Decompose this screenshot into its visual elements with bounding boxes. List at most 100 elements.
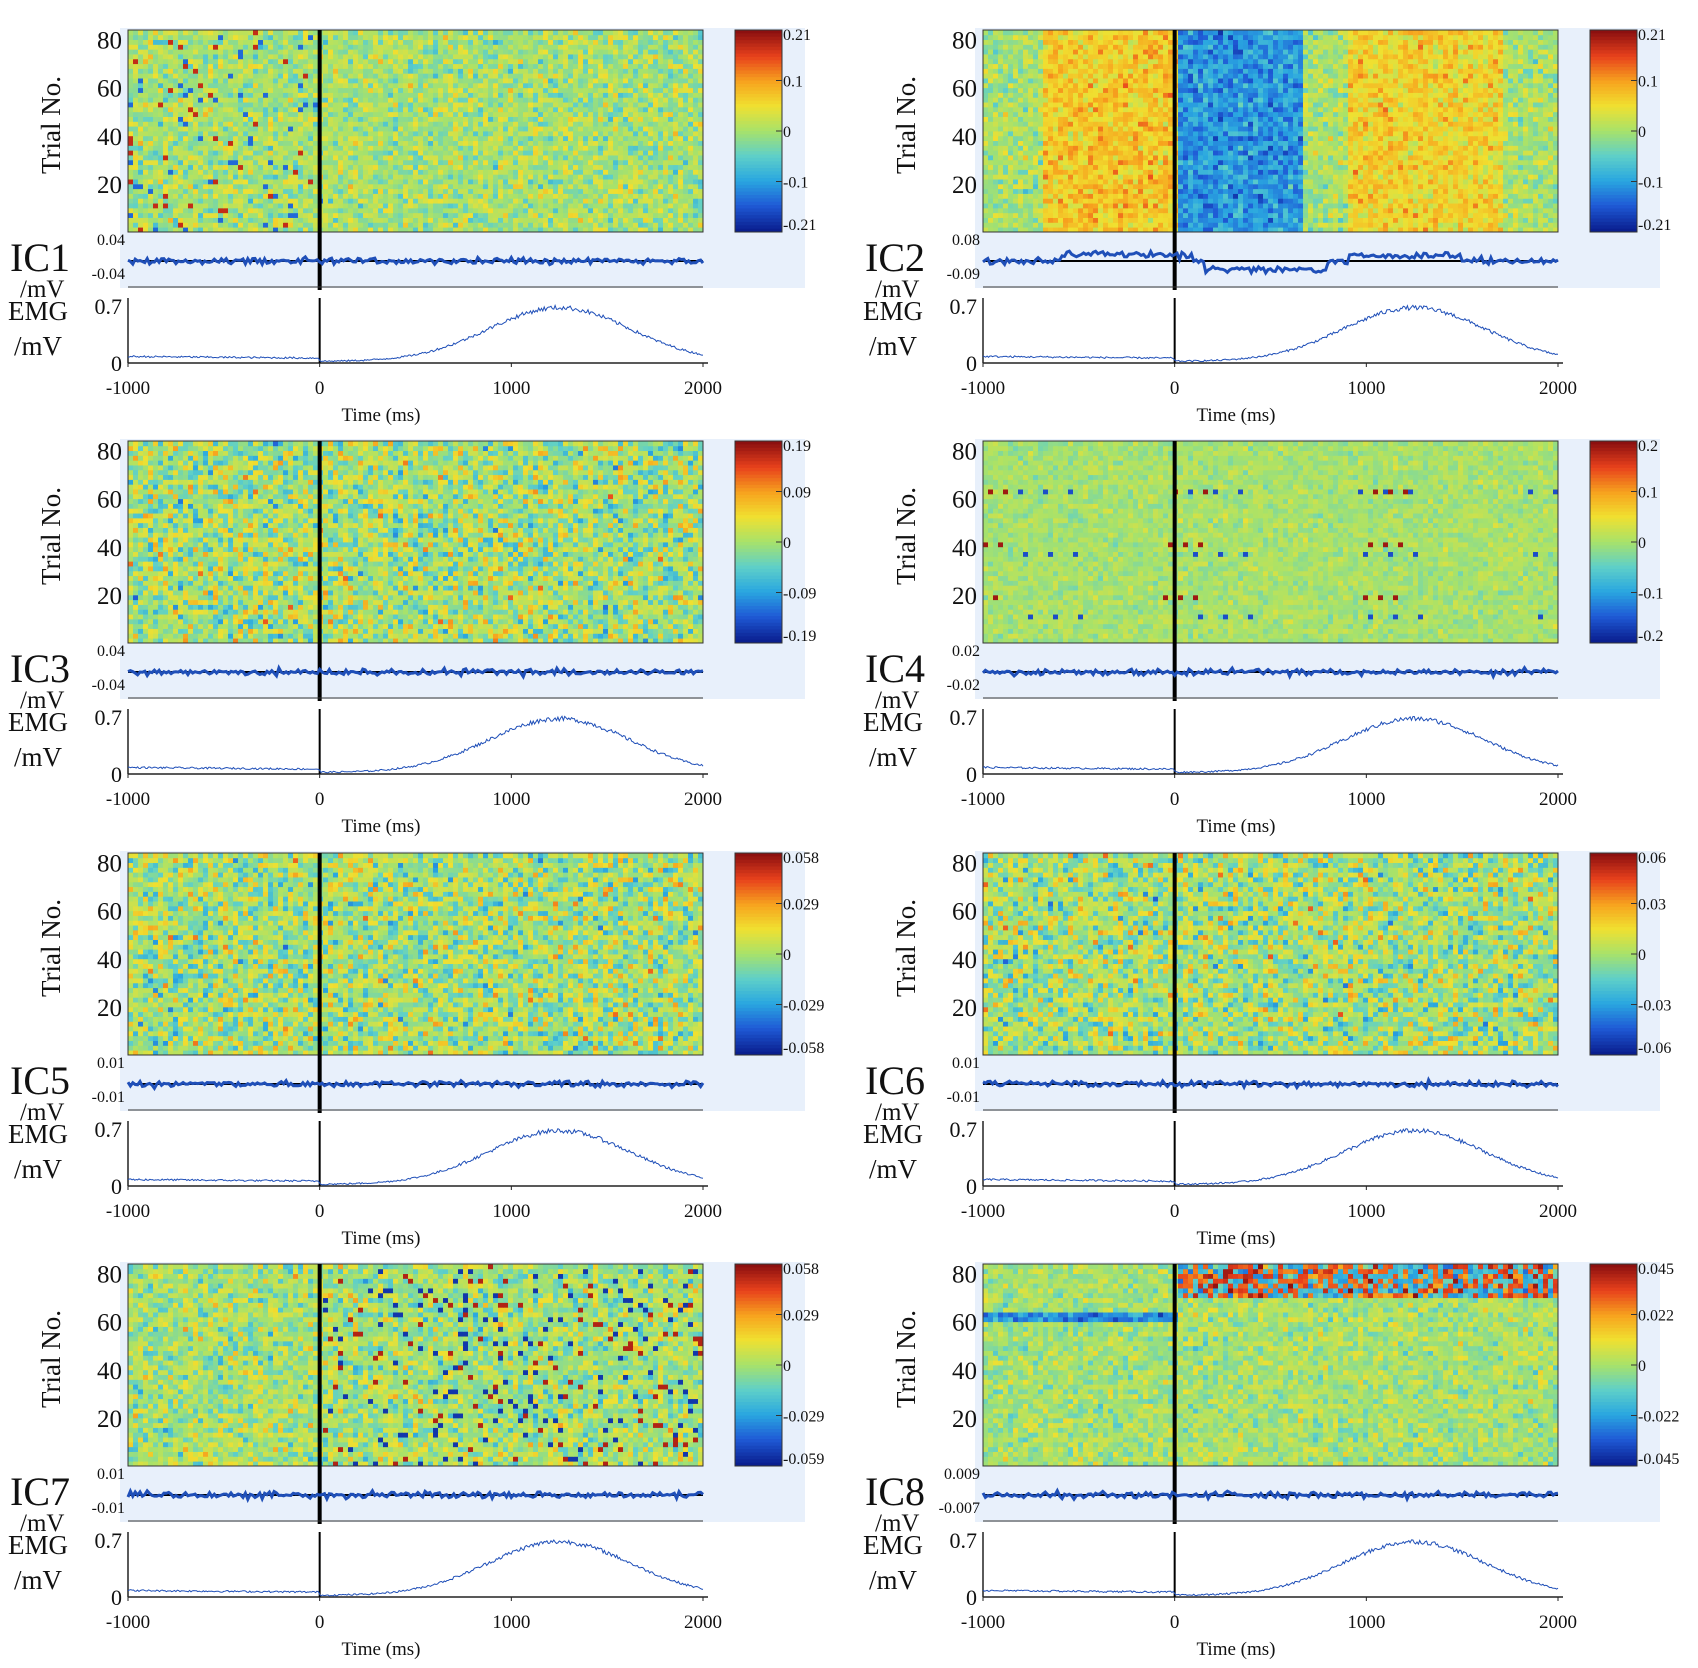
heatmap-cell: [303, 213, 308, 218]
heatmap-cell: [428, 198, 433, 203]
heatmap-cell: [693, 218, 698, 223]
heatmap-cell: [203, 208, 208, 213]
heatmap-cell: [493, 218, 498, 223]
heatmap-cell: [143, 208, 148, 213]
heatmap-cell: [258, 198, 263, 203]
heatmap-cell: [658, 222, 663, 227]
heatmap-cell: [403, 203, 408, 208]
heatmap-cell: [628, 208, 633, 213]
heatmap-cell: [208, 203, 213, 208]
heatmap-cell: [348, 222, 353, 227]
heatmap-cell: [143, 222, 148, 227]
heatmap-cell: [478, 198, 483, 203]
heatmap-cell: [268, 198, 273, 203]
heatmap-cell: [588, 198, 593, 203]
heatmap-cell: [438, 198, 443, 203]
heatmap-cell: [248, 194, 253, 199]
heatmap-cell: [613, 203, 618, 208]
heatmap-cell: [628, 213, 633, 218]
heatmap-cell: [153, 198, 158, 203]
heatmap-cell: [198, 194, 203, 199]
heatmap-cell: [568, 203, 573, 208]
heatmap-cell: [178, 198, 183, 203]
heatmap-cell: [408, 213, 413, 218]
heatmap-cell: [268, 208, 273, 213]
heatmap-cell: [578, 198, 583, 203]
heatmap-cell: [513, 213, 518, 218]
heatmap-cell: [393, 213, 398, 218]
heatmap-cell: [323, 222, 328, 227]
heatmap-cell: [593, 203, 598, 208]
heatmap-cell: [233, 218, 238, 223]
heatmap-cell: [358, 198, 363, 203]
heatmap-cell: [428, 218, 433, 223]
heatmap-cell: [368, 194, 373, 199]
heatmap-cell: [343, 208, 348, 213]
heatmap-cell: [303, 198, 308, 203]
heatmap-cell: [653, 213, 658, 218]
heatmap-cell: [188, 222, 193, 227]
heatmap-cell: [438, 208, 443, 213]
heatmap-cell: [248, 213, 253, 218]
heatmap-cell: [438, 203, 443, 208]
heatmap-cell: [588, 208, 593, 213]
heatmap-cell: [383, 194, 388, 199]
heatmap-cell: [308, 198, 313, 203]
heatmap-cell: [173, 218, 178, 223]
heatmap-cell: [373, 213, 378, 218]
heatmap-cell: [218, 198, 223, 203]
heatmap-cell: [448, 198, 453, 203]
heatmap-cell: [553, 208, 558, 213]
heatmap-cell: [388, 203, 393, 208]
heatmap-cell: [308, 218, 313, 223]
heatmap-cell: [418, 218, 423, 223]
heatmap-cell: [663, 222, 668, 227]
heatmap-cell: [178, 194, 183, 199]
heatmap-cell: [633, 203, 638, 208]
heatmap-cell: [638, 203, 643, 208]
heatmap-cell: [468, 218, 473, 223]
heatmap-cell: [648, 203, 653, 208]
heatmap-cell: [593, 222, 598, 227]
heatmap-cell: [323, 208, 328, 213]
heatmap-cell: [603, 198, 608, 203]
heatmap-cell: [443, 218, 448, 223]
heatmap-cell: [683, 222, 688, 227]
heatmap-cell: [323, 203, 328, 208]
heatmap-cell: [193, 198, 198, 203]
heatmap-cell: [583, 213, 588, 218]
heatmap-cell: [458, 213, 463, 218]
heatmap-cell: [493, 203, 498, 208]
heatmap-cell: [588, 222, 593, 227]
heatmap-cell: [643, 198, 648, 203]
heatmap-cell: [298, 194, 303, 199]
heatmap-cell: [328, 213, 333, 218]
heatmap-cell: [273, 213, 278, 218]
heatmap-cell: [168, 222, 173, 227]
heatmap-cell: [498, 208, 503, 213]
heatmap-cell: [488, 213, 493, 218]
heatmap-cell: [133, 203, 138, 208]
heatmap-cell: [663, 218, 668, 223]
heatmap-cell: [193, 213, 198, 218]
heatmap-cell: [678, 222, 683, 227]
heatmap-cell: [268, 218, 273, 223]
heatmap-cell: [688, 208, 693, 213]
heatmap-cell: [428, 203, 433, 208]
heatmap-cell: [548, 203, 553, 208]
heatmap-cell: [533, 203, 538, 208]
heatmap-cell: [608, 213, 613, 218]
heatmap-cell: [623, 218, 628, 223]
heatmap-cell: [398, 203, 403, 208]
heatmap-cell: [378, 198, 383, 203]
heatmap-cell: [518, 208, 523, 213]
heatmap-cell: [243, 208, 248, 213]
heatmap-cell: [688, 213, 693, 218]
heatmap-cell: [658, 203, 663, 208]
heatmap-cell: [373, 218, 378, 223]
heatmap-cell: [263, 218, 268, 223]
heatmap-cell: [533, 222, 538, 227]
heatmap-cell: [693, 208, 698, 213]
heatmap-cell: [208, 208, 213, 213]
heatmap-cell: [423, 198, 428, 203]
